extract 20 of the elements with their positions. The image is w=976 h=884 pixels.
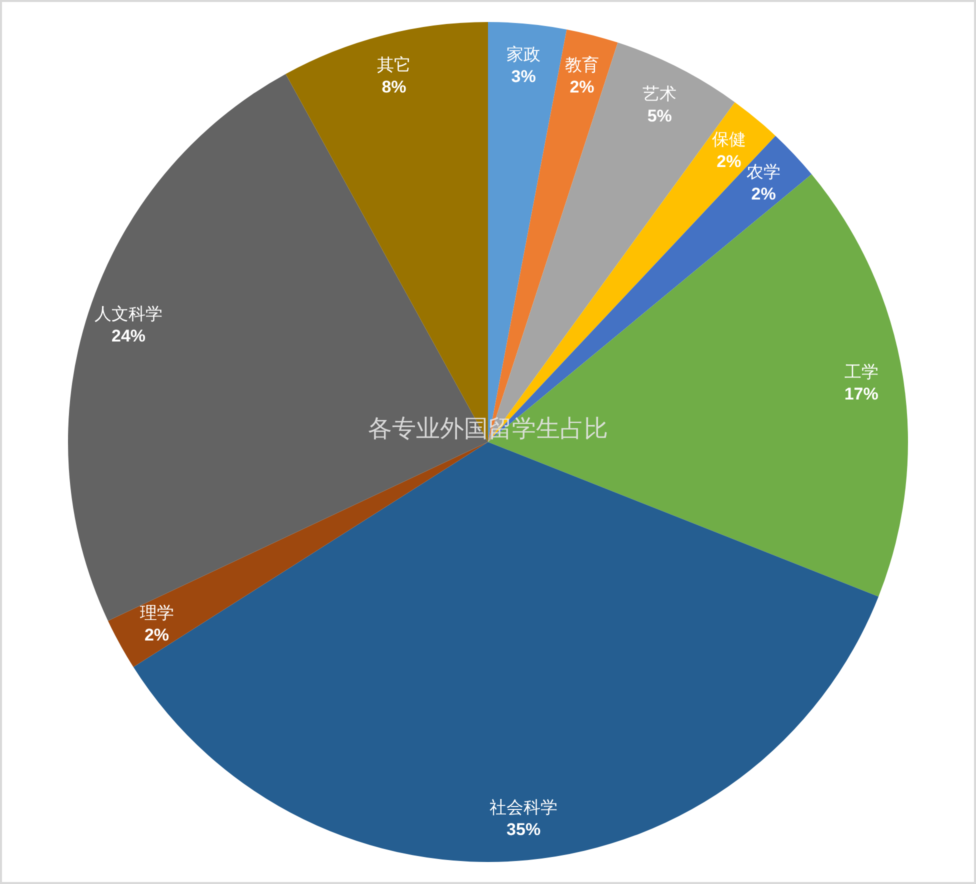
- data-label: 2%: [570, 77, 594, 96]
- slice-label: 教育: [565, 55, 600, 74]
- slice-label: 人文科学: [94, 304, 162, 324]
- data-label: 35%: [506, 820, 541, 839]
- data-label: 5%: [647, 106, 672, 126]
- data-label: 2%: [144, 626, 170, 645]
- slice-label: 理学: [140, 604, 174, 623]
- data-label: 24%: [111, 326, 146, 346]
- slice-label: 工学: [844, 362, 878, 382]
- data-label: 2%: [716, 152, 742, 172]
- slice-label: 保健: [712, 130, 746, 150]
- slice-label: 社会科学: [490, 798, 558, 817]
- slice-label: 家政: [506, 45, 541, 64]
- data-label: 8%: [382, 77, 406, 96]
- data-label: 3%: [511, 67, 536, 86]
- data-label: 2%: [751, 184, 776, 204]
- slice-label: 其它: [376, 55, 411, 74]
- slice-label: 农学: [746, 162, 781, 182]
- data-label: 17%: [844, 384, 878, 404]
- slice-label: 艺术: [642, 84, 677, 104]
